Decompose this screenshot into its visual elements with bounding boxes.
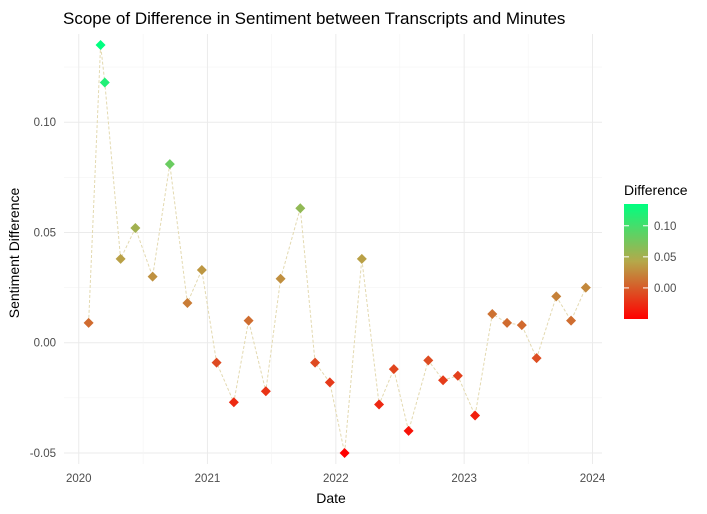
data-points (83, 40, 591, 458)
data-point (423, 355, 434, 366)
x-tick-label: 2022 (323, 473, 349, 485)
data-point (339, 447, 350, 458)
y-tick-label: -0.05 (30, 448, 56, 460)
chart-title: Scope of Difference in Sentiment between… (63, 9, 565, 28)
data-point (374, 399, 385, 410)
data-point (531, 353, 542, 364)
data-point (388, 364, 399, 375)
data-point (228, 397, 239, 408)
data-point (580, 282, 591, 293)
y-axis-ticks: -0.05 0.00 0.05 0.10 (30, 117, 56, 460)
data-point (516, 320, 527, 331)
data-point (324, 377, 335, 388)
legend-tick-label: 0.10 (654, 221, 676, 233)
data-point (130, 223, 141, 234)
data-point (452, 370, 463, 381)
data-point (502, 317, 513, 328)
data-point (182, 298, 193, 309)
x-tick-label: 2023 (451, 473, 477, 485)
data-point (566, 315, 577, 326)
data-point (438, 375, 449, 386)
x-tick-label: 2024 (580, 473, 606, 485)
data-point (356, 253, 367, 264)
data-point (260, 386, 271, 397)
data-point (99, 77, 110, 88)
y-tick-label: 0.10 (34, 117, 56, 129)
legend: Difference 0.10 0.05 0.00 (624, 182, 688, 319)
data-point (487, 309, 498, 320)
y-tick-label: 0.05 (34, 227, 56, 239)
data-point (211, 357, 222, 368)
data-point (470, 410, 481, 421)
data-point (164, 159, 175, 170)
y-axis-title: Sentiment Difference (6, 188, 22, 319)
legend-ticks: 0.10 0.05 0.00 (624, 221, 676, 295)
legend-title: Difference (624, 182, 688, 198)
plot-panel (64, 34, 602, 464)
y-tick-label: 0.00 (34, 338, 56, 350)
legend-colorbar (624, 204, 648, 319)
legend-tick-label: 0.05 (654, 252, 676, 264)
data-point (95, 40, 106, 51)
data-point (551, 291, 562, 302)
data-point (147, 271, 158, 282)
data-point (83, 317, 94, 328)
plot-grid (64, 34, 602, 464)
data-point (403, 425, 414, 436)
legend-tick-label: 0.00 (654, 283, 676, 295)
x-axis-title: Date (316, 490, 346, 506)
x-tick-label: 2020 (66, 473, 92, 485)
data-point (275, 273, 286, 284)
data-point (196, 264, 207, 275)
data-point (310, 357, 321, 368)
data-point (115, 253, 126, 264)
data-point (295, 203, 306, 214)
x-tick-label: 2021 (195, 473, 221, 485)
x-axis-ticks: 2020 2021 2022 2023 2024 (66, 473, 606, 485)
data-point (243, 315, 254, 326)
